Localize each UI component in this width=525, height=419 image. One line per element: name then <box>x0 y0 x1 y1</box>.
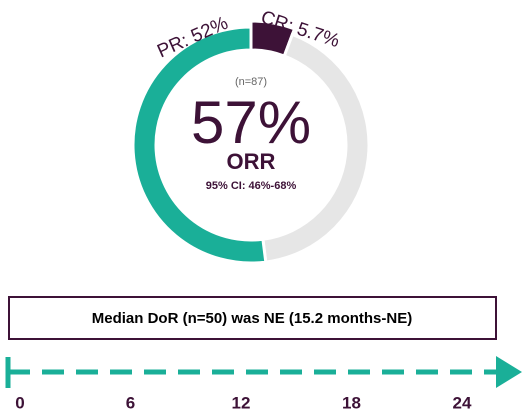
dor-box <box>8 296 497 340</box>
x-tick-label: 6 <box>126 393 135 412</box>
x-tick-label: 12 <box>232 393 251 412</box>
orr-label: ORR <box>227 149 276 174</box>
timeline-arrow <box>496 356 522 388</box>
orr-value: 57% <box>191 89 311 156</box>
sample-size: (n=87) <box>235 76 267 88</box>
donut-segment <box>131 25 268 265</box>
confidence-interval: 95% CI: 46%-68% <box>206 180 297 192</box>
x-tick-label: 18 <box>342 393 361 412</box>
x-tick-label: 0 <box>15 393 24 412</box>
x-tick-label: 24 <box>453 393 472 412</box>
dor-text: Median DoR (n=50) was NE (15.2 months-NE… <box>92 310 412 327</box>
